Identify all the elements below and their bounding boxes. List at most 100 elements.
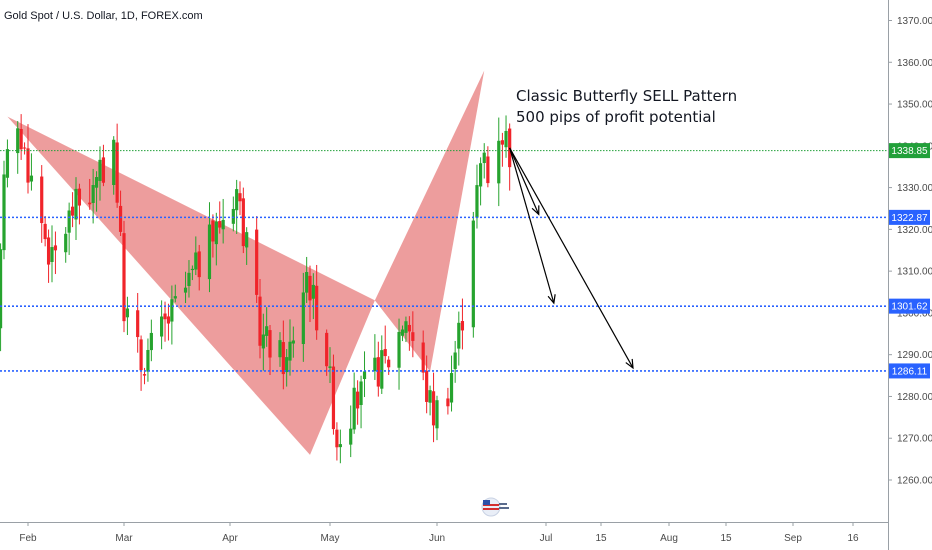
candle-body bbox=[497, 140, 501, 184]
candle-body bbox=[190, 268, 194, 271]
candle-body bbox=[338, 444, 342, 448]
candle-body bbox=[16, 128, 20, 154]
time-tick-label: Jul bbox=[540, 533, 553, 544]
candle-body bbox=[207, 224, 212, 280]
candle-body bbox=[359, 381, 363, 406]
projection-arrow-head bbox=[625, 358, 634, 370]
candle-body bbox=[305, 271, 309, 293]
candle-body bbox=[43, 223, 47, 240]
candle-body bbox=[146, 350, 150, 372]
price-badges: 1338.85 1322.87 1301.62 1286.11 bbox=[889, 143, 930, 379]
candle-body bbox=[315, 285, 319, 331]
candle-body bbox=[425, 370, 429, 402]
candle-body bbox=[77, 188, 82, 206]
candle-body bbox=[504, 130, 508, 148]
candle-body bbox=[431, 391, 436, 426]
time-tick-label: 15 bbox=[595, 533, 607, 544]
candle-body bbox=[29, 175, 34, 182]
price-tick-label: 1290.00 bbox=[897, 350, 932, 361]
candle-body bbox=[362, 371, 367, 380]
projection-arrow-line bbox=[509, 147, 555, 304]
candle-body bbox=[421, 342, 425, 373]
candle-body bbox=[352, 387, 356, 430]
candle-body bbox=[281, 342, 285, 375]
candle-body bbox=[235, 189, 239, 211]
time-tick-label: 16 bbox=[847, 533, 859, 544]
candle-body bbox=[278, 340, 282, 358]
time-tick-label: Feb bbox=[19, 533, 37, 544]
price-level-badge bbox=[889, 209, 930, 225]
candle-body bbox=[139, 339, 143, 371]
candle-body bbox=[53, 245, 58, 251]
time-tick-label: 15 bbox=[720, 533, 732, 544]
candle-body bbox=[231, 208, 235, 224]
candle-body bbox=[387, 359, 391, 368]
candle-body bbox=[291, 340, 295, 344]
candle-body bbox=[428, 390, 432, 403]
candle-body bbox=[194, 252, 198, 270]
projection-arrow-line bbox=[509, 147, 540, 215]
price-levels bbox=[0, 150, 888, 372]
candle-body bbox=[471, 220, 475, 328]
candle-body bbox=[173, 296, 177, 299]
candle-body bbox=[356, 391, 360, 409]
candle-body bbox=[136, 310, 140, 338]
candle-body bbox=[500, 140, 504, 145]
candle-body bbox=[265, 326, 269, 336]
candle-body bbox=[238, 193, 242, 202]
projection-arrow-head bbox=[531, 205, 540, 216]
candle-body bbox=[122, 233, 126, 322]
candle-body bbox=[373, 357, 377, 372]
time-axis[interactable]: Feb Mar Apr May Jun Jul 15 Aug 15 Sep 16 bbox=[0, 522, 888, 544]
candle-body bbox=[245, 232, 249, 248]
price-axis[interactable]: 1370.001360.001350.001340.001330.001320.… bbox=[888, 0, 932, 550]
candle-body bbox=[460, 321, 465, 331]
time-tick-label: Aug bbox=[660, 533, 678, 544]
candles bbox=[0, 114, 512, 464]
price-tick-label: 1310.00 bbox=[897, 267, 932, 278]
time-tick-label: Jun bbox=[429, 533, 445, 544]
candle-body bbox=[0, 249, 3, 329]
candle-body bbox=[214, 221, 218, 245]
candle-body bbox=[486, 156, 490, 184]
candle-body bbox=[46, 237, 51, 265]
candle-body bbox=[183, 287, 188, 293]
publisher-logo bbox=[481, 497, 509, 517]
candle-body bbox=[407, 324, 411, 332]
candle-body bbox=[435, 400, 439, 429]
annotation-line-2: 500 pips of profit potential bbox=[516, 108, 716, 126]
candle-body bbox=[221, 219, 225, 230]
candle-body bbox=[98, 159, 102, 181]
candle-body bbox=[94, 177, 99, 188]
price-tick-label: 1300.00 bbox=[897, 308, 932, 319]
candle-body bbox=[160, 316, 164, 337]
candle-body bbox=[349, 428, 353, 445]
candle-body bbox=[301, 292, 305, 345]
candle-body bbox=[88, 202, 92, 205]
candle-body bbox=[457, 322, 461, 349]
candle-body bbox=[285, 357, 289, 373]
candle-body bbox=[288, 341, 292, 361]
price-level-badge-label: 1301.62 bbox=[891, 302, 928, 313]
candle-body bbox=[400, 329, 405, 336]
time-tick-label: Apr bbox=[222, 533, 238, 544]
time-tick-label: May bbox=[321, 533, 340, 544]
candle-body bbox=[255, 229, 259, 295]
candle-body bbox=[449, 373, 454, 403]
candle-body bbox=[142, 374, 147, 376]
price-tick-label: 1260.00 bbox=[897, 476, 932, 487]
pattern-triangle-bcd bbox=[374, 70, 485, 372]
time-tick-label: Mar bbox=[115, 533, 133, 544]
price-tick-label: 1280.00 bbox=[897, 392, 932, 403]
candle-body bbox=[311, 284, 315, 299]
candle-body bbox=[112, 139, 116, 186]
projection-arrow-head bbox=[547, 294, 556, 305]
candle-body bbox=[475, 185, 479, 218]
candle-body bbox=[328, 366, 332, 368]
candle-body bbox=[187, 272, 191, 286]
candle-body bbox=[197, 251, 201, 278]
candle-body bbox=[331, 366, 336, 430]
candle-body bbox=[125, 308, 130, 318]
candle-body bbox=[453, 352, 457, 370]
